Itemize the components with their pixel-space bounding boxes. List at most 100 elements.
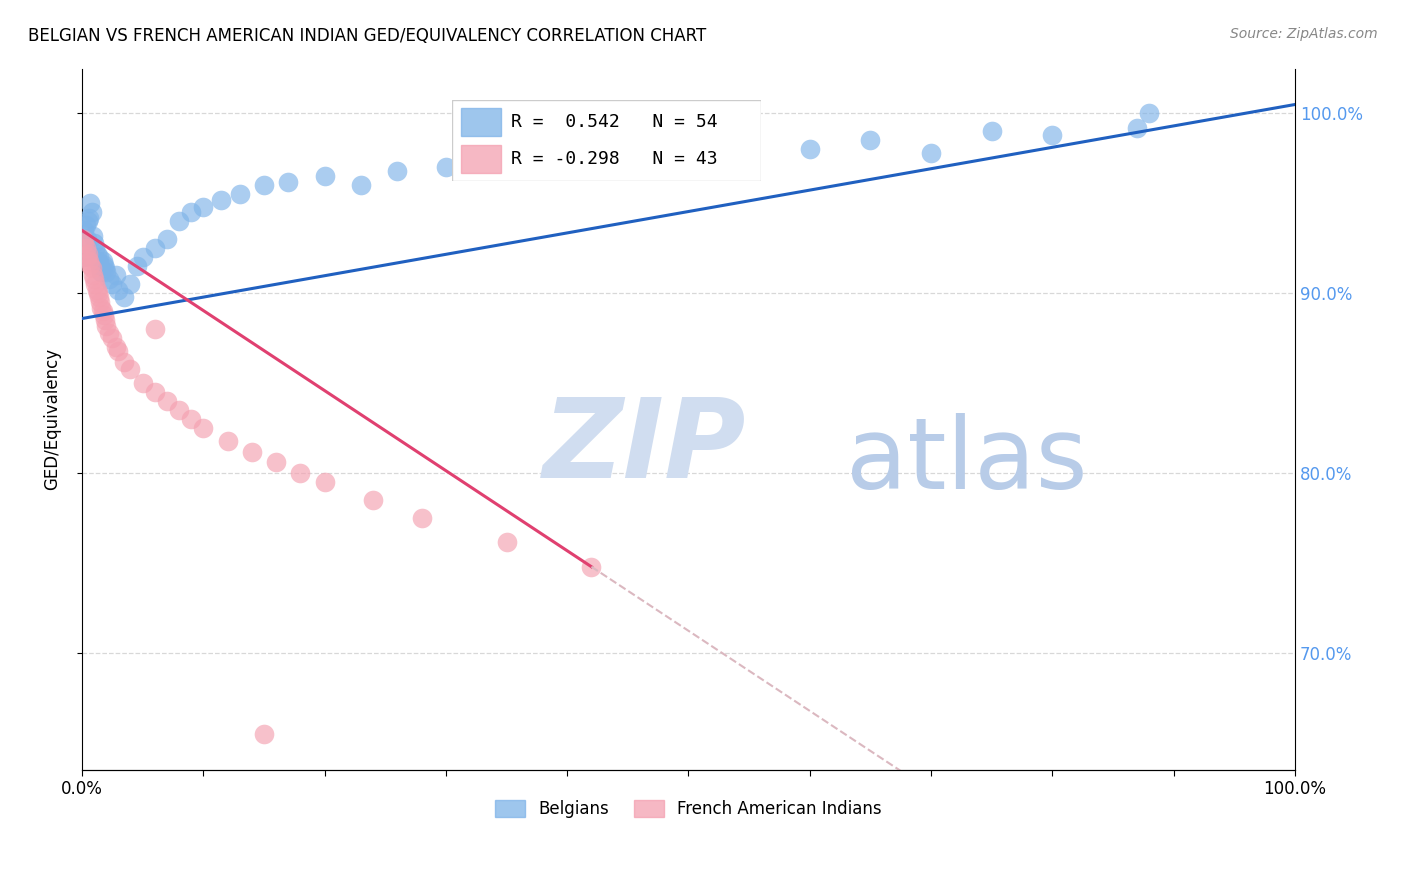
Point (107, 283, 129, 297)
Point (980, 124, 1002, 138)
Point (112, 290, 135, 304)
Point (93, 308, 115, 322)
Point (75, 218, 97, 232)
Point (290, 467, 312, 481)
Point (79, 258, 101, 272)
Point (77, 214, 100, 228)
Point (738, 133, 761, 147)
Point (76, 232, 98, 246)
Text: atlas: atlas (846, 413, 1088, 510)
Point (93, 258, 115, 272)
Point (87, 254, 110, 268)
Point (91, 304, 114, 318)
Point (143, 385, 166, 400)
Point (411, 511, 433, 525)
Point (84, 277, 107, 292)
Point (799, 143, 821, 157)
Point (83, 235, 105, 250)
Point (77, 247, 100, 261)
Point (87, 286, 110, 301)
Point (240, 444, 263, 458)
Point (89, 295, 111, 310)
Point (75, 241, 97, 255)
Point (193, 200, 215, 214)
Point (495, 534, 517, 549)
Point (96, 265, 118, 279)
Point (72, 232, 94, 246)
Point (104, 340, 127, 354)
Point (180, 412, 202, 426)
Point (82, 228, 104, 243)
Point (87, 290, 110, 304)
Point (361, 493, 384, 508)
Point (101, 277, 124, 292)
Point (86, 283, 108, 297)
Point (167, 403, 190, 417)
Point (76, 251, 98, 265)
Point (82, 268, 104, 283)
Point (73, 235, 96, 250)
Point (143, 241, 166, 255)
Point (101, 331, 124, 345)
Point (1042, 128, 1064, 142)
Point (72, 251, 94, 265)
Point (79, 196, 101, 211)
Point (277, 175, 299, 189)
Point (193, 421, 215, 435)
Text: BELGIAN VS FRENCH AMERICAN INDIAN GED/EQUIVALENCY CORRELATION CHART: BELGIAN VS FRENCH AMERICAN INDIAN GED/EQ… (28, 27, 706, 45)
Point (434, 161, 457, 175)
Point (264, 455, 287, 469)
Point (80, 261, 103, 276)
Text: ZIP: ZIP (543, 393, 747, 500)
Point (253, 178, 276, 193)
Point (156, 394, 179, 409)
Point (80, 205, 103, 219)
Point (97, 272, 120, 286)
Point (314, 169, 336, 184)
Point (253, 727, 276, 741)
Point (228, 187, 250, 202)
Point (94, 261, 117, 276)
Point (90, 301, 112, 315)
Point (484, 157, 506, 171)
Point (531, 152, 554, 166)
Point (90, 265, 112, 279)
Point (77, 254, 100, 268)
Point (678, 139, 700, 153)
Y-axis label: GED/Equivalency: GED/Equivalency (44, 348, 60, 491)
Point (628, 143, 651, 157)
Point (91, 254, 114, 268)
Point (180, 205, 202, 219)
Point (112, 354, 135, 368)
Point (859, 133, 882, 147)
Point (125, 260, 148, 274)
Point (156, 232, 179, 246)
Point (143, 322, 166, 336)
Point (581, 559, 603, 574)
Point (86, 247, 108, 261)
Point (77, 211, 100, 225)
Point (217, 434, 239, 448)
Point (1139, 106, 1161, 120)
Point (89, 260, 111, 274)
Point (167, 214, 190, 228)
Legend: Belgians, French American Indians: Belgians, French American Indians (488, 793, 889, 825)
Point (84, 241, 107, 255)
Point (581, 146, 603, 161)
Point (1126, 120, 1149, 135)
Point (83, 272, 105, 286)
Point (73, 223, 96, 237)
Point (314, 475, 336, 490)
Point (131, 376, 153, 391)
Point (96, 318, 118, 333)
Point (120, 362, 142, 376)
Point (387, 164, 409, 178)
Text: Source: ZipAtlas.com: Source: ZipAtlas.com (1230, 27, 1378, 41)
Point (97, 326, 120, 340)
Point (87, 251, 110, 265)
Point (104, 268, 127, 283)
Point (350, 178, 373, 193)
Point (211, 193, 233, 207)
Point (120, 277, 142, 292)
Point (920, 146, 942, 161)
